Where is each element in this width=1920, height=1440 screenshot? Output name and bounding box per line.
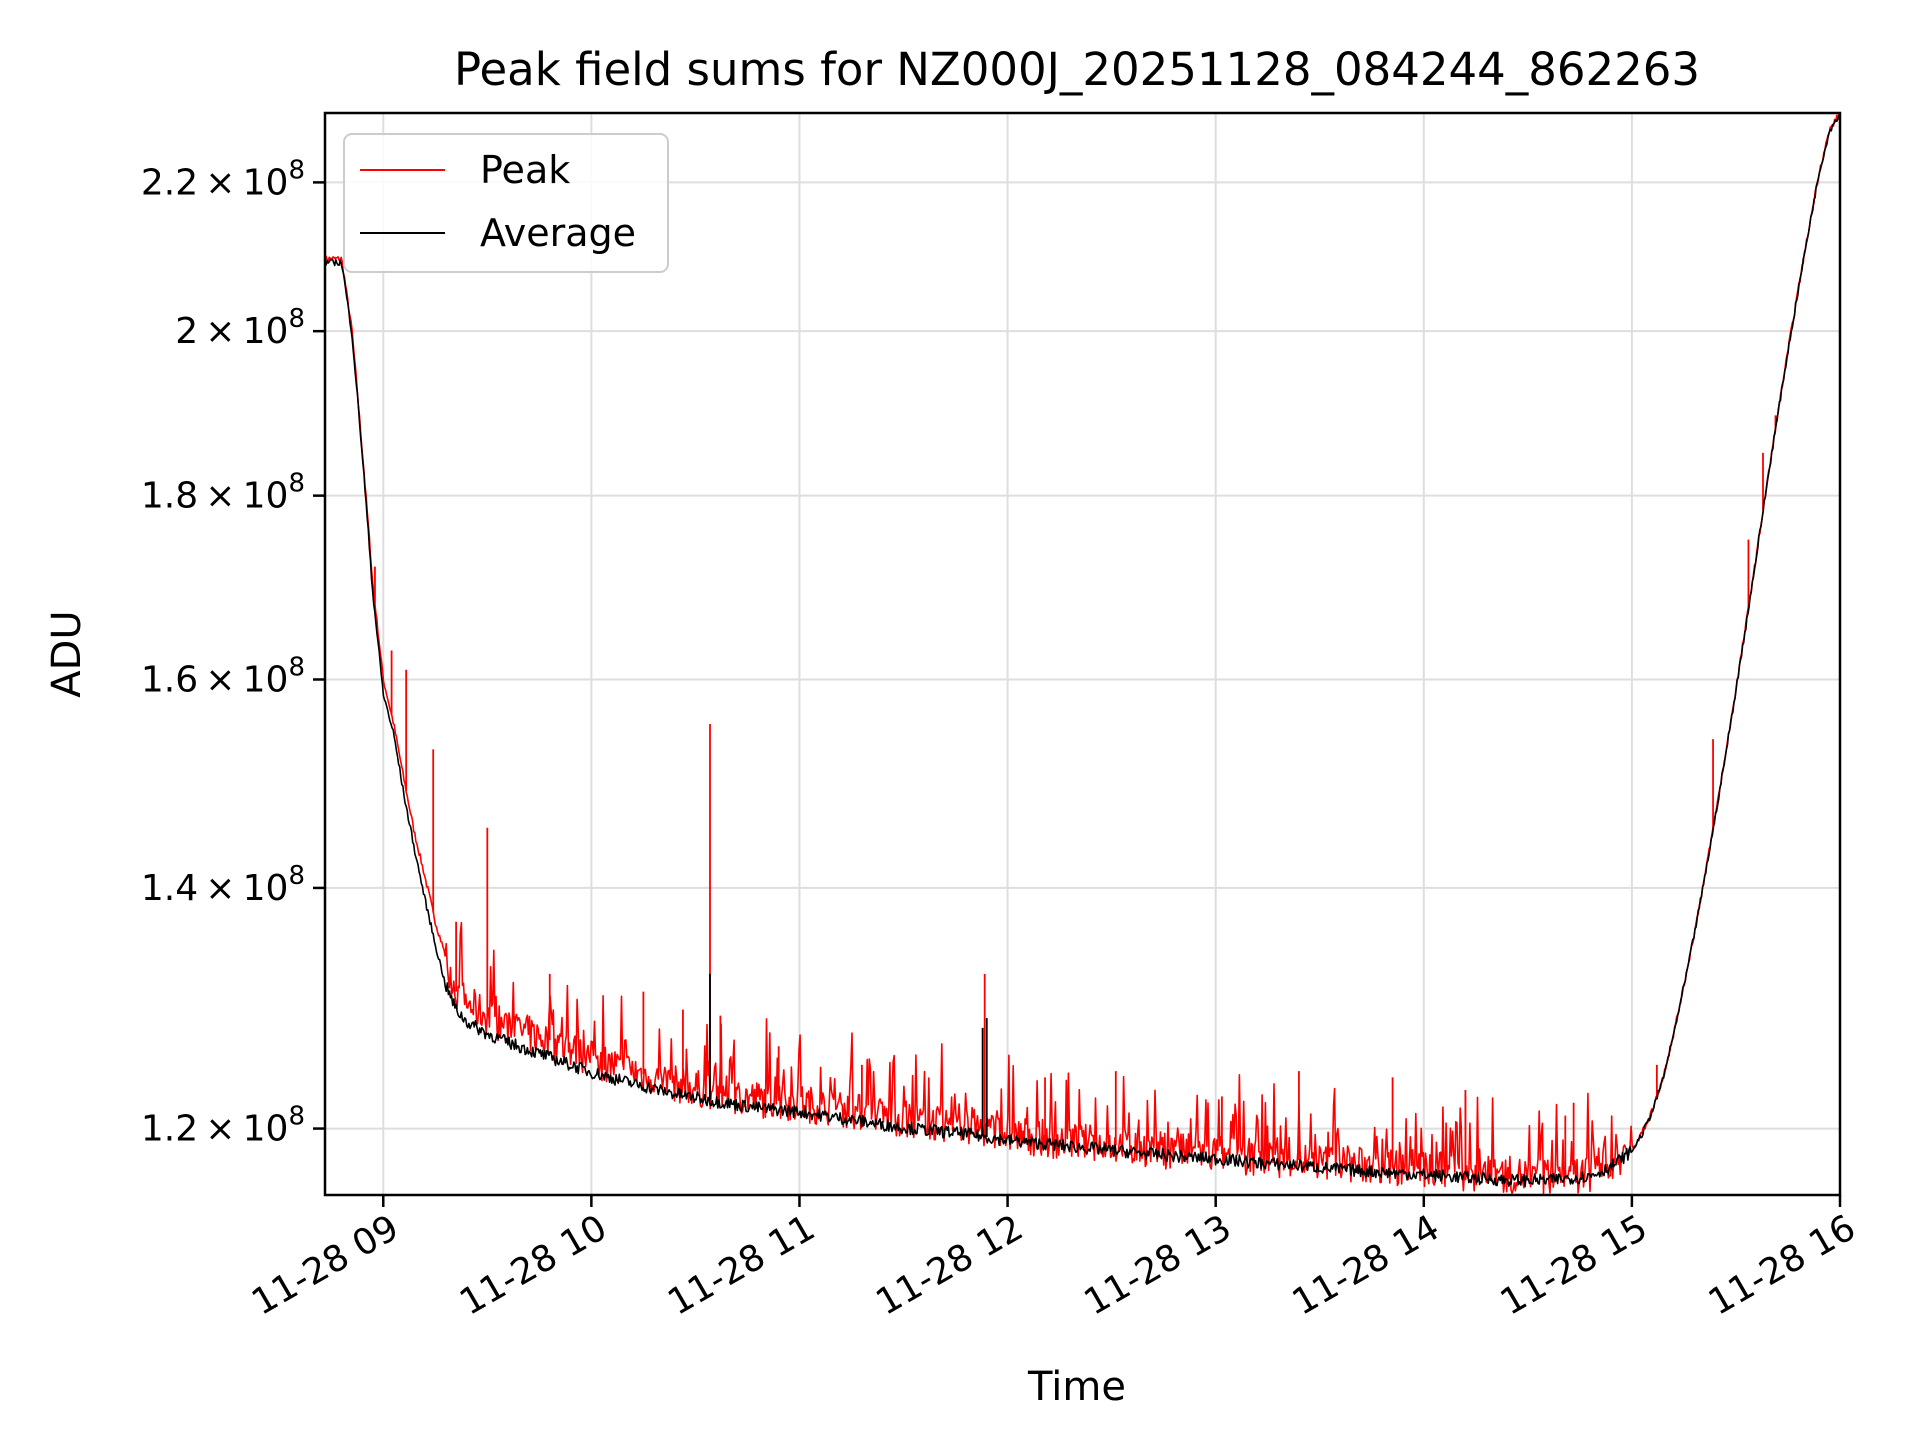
x-axis-label: Time [1027, 1364, 1126, 1410]
y-tick-label: 1.4 × 108 [141, 861, 305, 909]
series-average [325, 113, 1840, 1188]
y-tick-label: 1.2 × 108 [141, 1102, 305, 1150]
y-tick-label: 1.8 × 108 [141, 469, 305, 517]
y-tick-exponent: 8 [288, 1102, 305, 1132]
series-line-peak [325, 113, 1840, 1195]
y-tick-mantissa: 2 × 10 [175, 311, 288, 352]
y-tick-exponent: 8 [288, 652, 305, 682]
y-tick-mantissa: 1.8 × 10 [141, 476, 289, 517]
plot-frame [323, 111, 1842, 1197]
plot-series [325, 113, 1840, 1195]
y-tick-label: 1.6 × 108 [141, 652, 305, 700]
series-peak [325, 113, 1840, 1195]
y-tick-exponent: 8 [288, 155, 305, 185]
chart-title: Peak field sums for NZ000J_20251128_0842… [454, 43, 1700, 96]
y-tick-label: 2 × 108 [175, 304, 305, 352]
y-tick-mantissa: 2.2 × 10 [141, 162, 289, 203]
y-tick-exponent: 8 [288, 861, 305, 891]
y-tick-exponent: 8 [288, 469, 305, 499]
y-tick-mantissa: 1.4 × 10 [141, 868, 289, 909]
y-tick-label: 2.2 × 108 [141, 155, 305, 203]
y-axis-label: ADU [44, 610, 90, 697]
legend-label-average: Average [480, 211, 636, 255]
y-tick-exponent: 8 [288, 304, 305, 334]
series-line-average [325, 113, 1840, 1188]
legend-box [343, 133, 669, 273]
y-tick-mantissa: 1.2 × 10 [141, 1109, 289, 1150]
legend-label-peak: Peak [480, 148, 570, 192]
legend: Peak Average [343, 133, 669, 273]
y-tick-mantissa: 1.6 × 10 [141, 659, 289, 700]
